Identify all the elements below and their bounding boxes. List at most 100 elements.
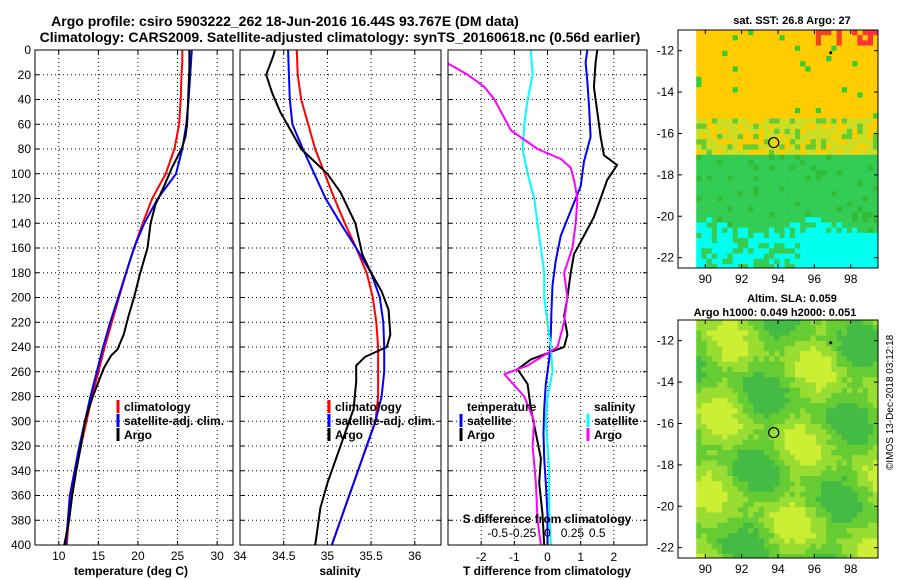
map-cell xyxy=(758,491,765,498)
map-cell xyxy=(826,533,832,539)
map-cell xyxy=(847,325,853,331)
map-cell xyxy=(836,512,843,518)
map-cell xyxy=(841,517,848,524)
map-cell xyxy=(815,320,822,326)
map-cell xyxy=(826,264,832,268)
map-cell xyxy=(784,491,791,498)
map-cell xyxy=(696,212,702,218)
map-cell xyxy=(784,366,791,373)
map-cell xyxy=(774,387,780,394)
map-cell xyxy=(732,206,739,213)
map-cell xyxy=(852,76,858,83)
map-cell xyxy=(810,424,817,430)
map-cell xyxy=(758,351,765,357)
map-cell xyxy=(857,465,863,472)
map-cell xyxy=(784,444,791,451)
map-cell xyxy=(810,522,817,529)
map-cell xyxy=(748,372,754,378)
map-cell xyxy=(722,330,728,336)
map-cell xyxy=(753,243,759,249)
map-cell xyxy=(810,201,817,208)
map-cell xyxy=(862,439,869,446)
map-cell xyxy=(706,460,713,466)
map-cell xyxy=(701,180,707,187)
map-cell xyxy=(722,92,728,98)
map-cell xyxy=(821,243,827,249)
map-cell xyxy=(784,123,791,130)
map-cell xyxy=(722,191,728,197)
map-cell xyxy=(810,533,817,539)
map-cell xyxy=(805,502,811,508)
map-cell xyxy=(706,206,713,213)
map-cell xyxy=(717,403,723,409)
map-cell xyxy=(763,248,770,254)
map-cell xyxy=(753,346,759,352)
map-cell xyxy=(826,554,832,558)
map-cell xyxy=(784,470,791,477)
map-cell xyxy=(847,253,853,260)
map-cell xyxy=(847,408,853,414)
map-cell xyxy=(774,165,780,171)
map-cell xyxy=(717,97,723,104)
map-cell xyxy=(841,548,848,555)
map-cell xyxy=(717,238,723,244)
map-cell xyxy=(748,139,754,145)
map-cell xyxy=(795,128,801,135)
map-cell xyxy=(857,372,863,378)
map-cell xyxy=(711,377,718,383)
salinity-legend: climatology satellite-adj. clim. Argo xyxy=(327,400,435,442)
map-cell xyxy=(779,232,785,239)
map-cell xyxy=(847,377,853,383)
map-cell xyxy=(852,554,858,558)
map-cell xyxy=(737,253,744,260)
map-cell xyxy=(737,444,744,451)
map-cell xyxy=(753,548,759,555)
map-cell xyxy=(789,118,796,124)
map-cell xyxy=(836,491,843,498)
map-cell xyxy=(779,212,785,218)
map-cell xyxy=(831,222,837,228)
map-cell xyxy=(862,258,869,265)
map-cell xyxy=(857,139,863,145)
map-cell xyxy=(815,522,822,529)
map-cell xyxy=(753,356,759,362)
map-cell xyxy=(717,139,723,145)
map-cell xyxy=(836,123,843,130)
map-cell xyxy=(805,356,811,362)
map-cell xyxy=(748,491,754,498)
map-cell xyxy=(789,196,796,202)
map-cell xyxy=(732,528,739,534)
map-cell xyxy=(805,325,811,331)
map-cell xyxy=(706,123,713,130)
map-cell xyxy=(800,366,806,373)
map-cell xyxy=(867,76,874,83)
map-cell xyxy=(821,30,827,36)
map-cell xyxy=(784,170,791,176)
map-cell xyxy=(862,444,869,451)
map-cell xyxy=(805,50,811,57)
map-cell xyxy=(763,61,770,67)
map-cell xyxy=(727,40,733,46)
map-cell xyxy=(701,382,707,388)
map-cell xyxy=(701,238,707,244)
map-cell xyxy=(758,450,765,456)
map-cell xyxy=(769,346,775,352)
map-cell xyxy=(763,102,770,109)
map-cell xyxy=(743,160,749,166)
map-cell xyxy=(769,264,775,268)
map-cell xyxy=(774,366,780,373)
map-cell xyxy=(737,123,744,130)
map-cell xyxy=(800,30,806,36)
map-cell xyxy=(784,196,791,202)
map-cell xyxy=(727,71,733,78)
map-cell xyxy=(873,361,878,368)
map-cell xyxy=(867,253,874,260)
map-cell xyxy=(847,522,853,529)
map-cell xyxy=(727,548,733,555)
map-cell xyxy=(706,543,713,550)
map-cell xyxy=(873,160,878,166)
map-cell xyxy=(763,387,770,394)
map-cell xyxy=(800,372,806,378)
map-cell xyxy=(873,258,878,265)
map-cell xyxy=(867,361,874,368)
